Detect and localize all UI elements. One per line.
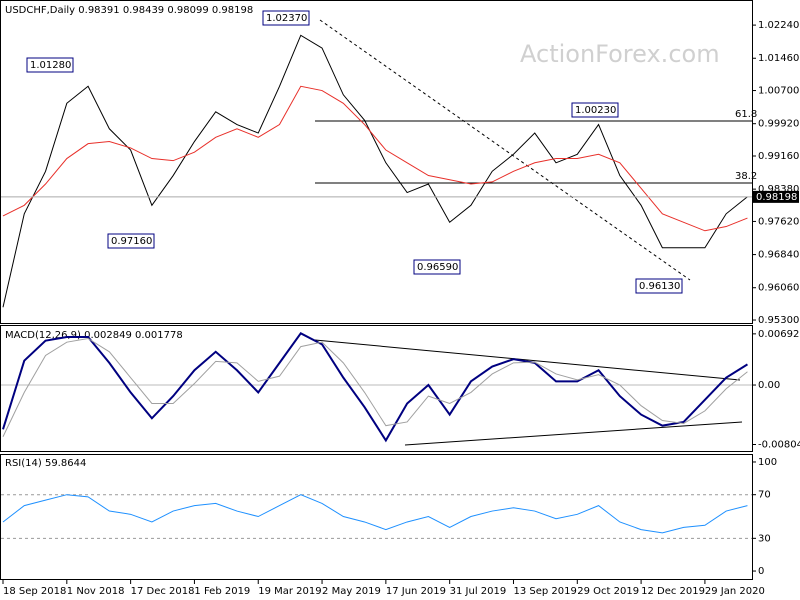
x-tick-label: 29 Oct 2019	[577, 586, 639, 597]
annotation-box	[107, 233, 155, 249]
annotation-box	[262, 10, 310, 26]
price-title: USDCHF,Daily 0.98391 0.98439 0.98099 0.9…	[5, 5, 253, 16]
annotation-box	[571, 102, 619, 118]
x-tick-label: 29 Jan 2020	[705, 586, 765, 597]
rsi-title: RSI(14) 59.8644	[5, 458, 86, 469]
x-tick-label: 17 Jun 2019	[386, 586, 446, 597]
y-tick-label: 0.96840	[758, 250, 799, 261]
annotation: 1.00230	[575, 105, 616, 116]
x-tick-label: 17 Dec 2018	[131, 586, 195, 597]
y-tick-label: 0.98380	[758, 184, 799, 195]
annotation-box	[26, 57, 74, 73]
series-line	[2, 332, 748, 443]
last-price-box	[753, 190, 799, 203]
price-panel	[0, 0, 753, 324]
annotation: 0.97160	[111, 236, 152, 247]
y-tick-label: 0	[758, 566, 764, 577]
y-tick-label: 70	[758, 490, 771, 501]
annotation: 1.02370	[266, 13, 307, 24]
y-tick-label: 1.00700	[758, 86, 799, 97]
x-tick-label: 19 Mar 2019	[258, 586, 321, 597]
x-tick-label: 31 Jul 2019	[450, 586, 507, 597]
x-tick-label: 2 May 2019	[322, 586, 381, 597]
series-line	[2, 337, 748, 437]
macd-panel	[0, 325, 753, 452]
y-tick-label: 0.006927	[758, 329, 800, 340]
y-tick-label: 100	[758, 457, 777, 468]
rsi-panel	[0, 454, 753, 580]
y-tick-label: 0.99160	[758, 151, 799, 162]
annotation-box	[635, 278, 683, 294]
last-price-label: 0.98198	[756, 192, 797, 203]
y-tick-label: 0.96060	[758, 283, 799, 294]
series-line	[2, 85, 748, 232]
x-tick-label: 18 Sep 2018	[3, 586, 66, 597]
x-tick-label: 1 Nov 2018	[67, 586, 125, 597]
series-line	[2, 494, 748, 534]
watermark: ActionForex.com	[520, 40, 720, 68]
fib-label: 61.8	[735, 109, 757, 120]
macd-trend-line	[404, 421, 743, 446]
annotation: 1.01280	[30, 60, 71, 71]
y-tick-label: 0.99920	[758, 119, 799, 130]
macd-title: MACD(12,26,9) 0.002849 0.001778	[5, 330, 183, 341]
y-tick-label: 0.95300	[758, 315, 799, 326]
x-tick-label: 13 Sep 2019	[513, 586, 576, 597]
y-tick-label: 1.02240	[758, 20, 799, 31]
y-tick-label: 0.97620	[758, 216, 799, 227]
macd-trend-line	[314, 339, 741, 381]
annotation-box	[413, 259, 461, 275]
y-tick-label: 0.00	[758, 380, 780, 391]
y-tick-label: -0.008049	[758, 439, 800, 450]
y-tick-label: 30	[758, 533, 771, 544]
annotation: 0.96130	[639, 281, 680, 292]
fib-label: 38.2	[735, 171, 757, 182]
y-tick-label: 1.01460	[758, 53, 799, 64]
x-tick-label: 1 Feb 2019	[194, 586, 250, 597]
annotation: 0.96590	[417, 262, 458, 273]
x-tick-label: 12 Dec 2019	[641, 586, 705, 597]
